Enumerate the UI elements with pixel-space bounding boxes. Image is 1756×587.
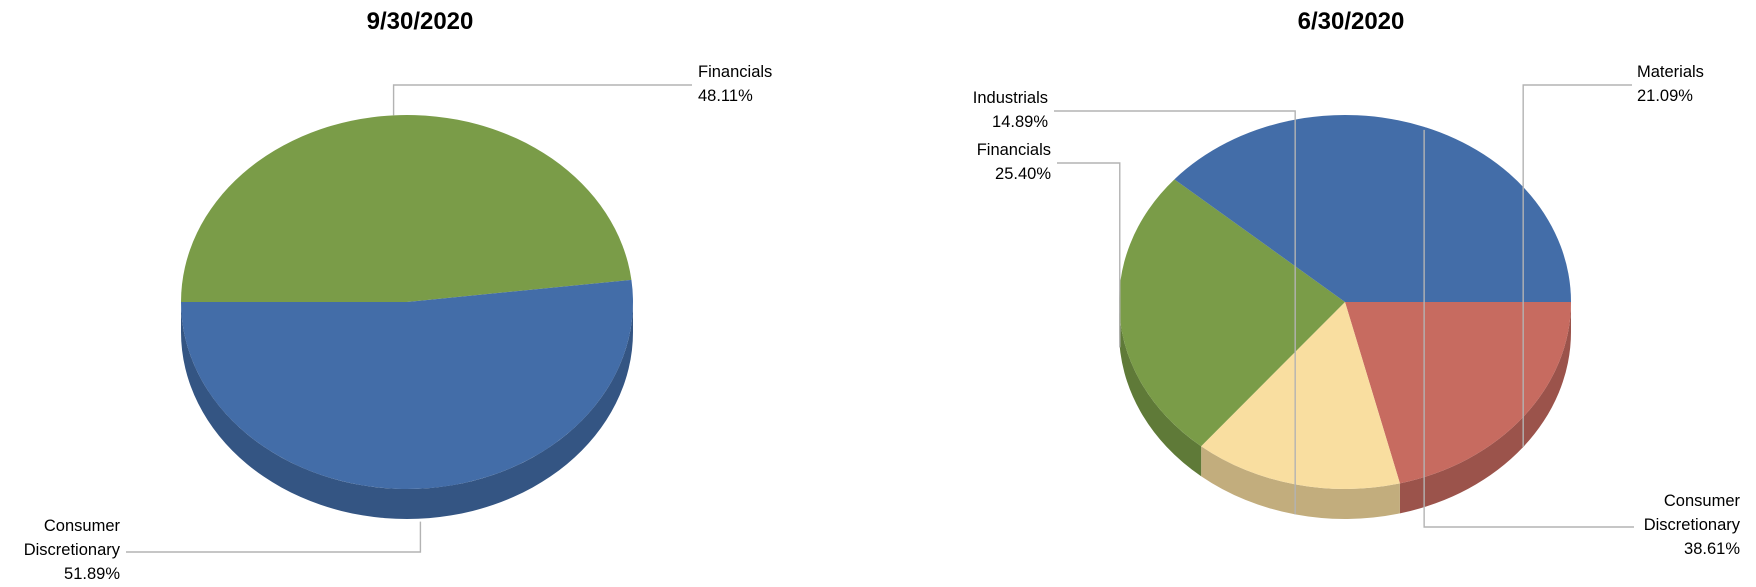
- slice-value-4: 38.61%: [1684, 540, 1740, 558]
- chart-1-title: 9/30/2020: [367, 8, 474, 35]
- pie-slice-3: [1118, 179, 1345, 447]
- slice-name-2: Industrials: [973, 89, 1048, 107]
- slice-label-1: Financials 48.11%: [698, 63, 772, 105]
- slice-label-2: Industrials 14.89%: [973, 89, 1049, 131]
- leader-line-4: [1423, 129, 1634, 528]
- chart-2-slices: [1118, 115, 1571, 490]
- chart-1-labels: Financials 48.11% Consumer Discretionary 51.…: [24, 63, 773, 583]
- slice-name-1: Financials: [698, 63, 772, 81]
- pie-slice-1: [1345, 302, 1571, 484]
- slice-value-1: 48.11%: [698, 87, 753, 105]
- pie-slice-2: [1201, 302, 1400, 490]
- slice-label-1: Materials 21.09%: [1637, 63, 1704, 105]
- pie-slice-2: [181, 279, 633, 490]
- chart-1-slices: [181, 115, 633, 490]
- slice-name-2: Discretionary: [24, 541, 121, 559]
- slice-label-4: Consumer Discretionary 38.61%: [1644, 492, 1741, 558]
- chart-1-leader-lines: [126, 84, 692, 553]
- slice-label-3: Financials 25.40%: [977, 141, 1052, 183]
- slice-value-1: 21.09%: [1637, 87, 1693, 105]
- pie-depth-3: [1119, 302, 1202, 477]
- pie-slice-4: [1174, 115, 1571, 302]
- slice-value-2: 14.89%: [992, 113, 1048, 131]
- leader-line-2: [1054, 110, 1296, 515]
- slice-name-4: Discretionary: [1644, 516, 1741, 534]
- leader-line-1: [392, 84, 692, 116]
- chart-1: 9/30/2020 Financials 48.11% Consumer Discre…: [24, 8, 773, 583]
- leader-line-1: [1522, 84, 1632, 448]
- slice-value-2: 51.89%: [64, 565, 120, 583]
- chart-2: 6/30/2020 Materials 21.09% Industrials 14.8…: [973, 8, 1741, 558]
- leader-line-3: [1057, 162, 1121, 348]
- slice-value-3: 25.40%: [995, 165, 1051, 183]
- chart-2-labels: Materials 21.09% Industrials 14.89% Financia…: [973, 63, 1741, 558]
- pie-depth-2: [181, 302, 633, 519]
- pie-depth-1: [1399, 302, 1571, 514]
- slice-name-3: Financials: [977, 141, 1051, 159]
- chart-2-leader-lines: [1054, 84, 1634, 528]
- leader-line-2: [126, 521, 422, 553]
- pie-slice-1: [181, 115, 632, 302]
- slice-name-2: Consumer: [44, 517, 121, 535]
- slice-name-1: Materials: [1637, 63, 1704, 81]
- pie-depth-2: [1201, 446, 1400, 519]
- chart-1-depth: [181, 302, 633, 519]
- slice-name-4: Consumer: [1664, 492, 1741, 510]
- chart-2-depth: [1119, 302, 1571, 519]
- chart-2-title: 6/30/2020: [1298, 8, 1405, 35]
- slice-label-2: Consumer Discretionary 51.89%: [24, 517, 121, 583]
